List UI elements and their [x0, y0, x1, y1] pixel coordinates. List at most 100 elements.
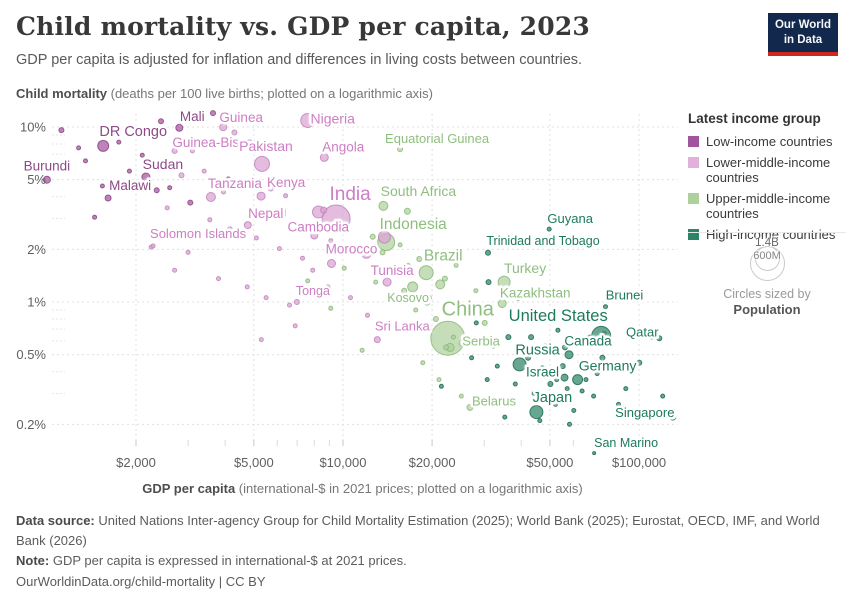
country-label-mali[interactable]: Mali	[178, 107, 206, 125]
data-point[interactable]	[185, 249, 191, 255]
data-point[interactable]	[518, 310, 525, 317]
data-point[interactable]	[427, 295, 432, 301]
data-point[interactable]	[225, 176, 231, 182]
data-point[interactable]	[172, 267, 178, 273]
data-point[interactable]	[473, 288, 479, 294]
data-point[interactable]	[458, 393, 464, 399]
data-point[interactable]	[591, 393, 597, 399]
data-point[interactable]	[328, 305, 334, 311]
data-point[interactable]	[450, 334, 456, 340]
data-point[interactable]	[403, 207, 411, 215]
data-point[interactable]	[540, 365, 545, 371]
data-point-kenya[interactable]	[256, 191, 266, 201]
data-point[interactable]	[469, 355, 475, 361]
country-label-kazakhstan[interactable]: Kazakhstan	[498, 284, 572, 302]
legend-item-2[interactable]: Upper-middle-income countries	[688, 191, 846, 221]
data-point[interactable]	[231, 129, 238, 136]
data-point[interactable]	[587, 334, 593, 340]
data-point[interactable]	[377, 230, 391, 244]
data-point[interactable]	[305, 278, 311, 284]
data-point-serbia[interactable]	[458, 339, 466, 347]
data-point[interactable]	[99, 183, 105, 189]
data-point[interactable]	[575, 341, 581, 348]
legend-item-3[interactable]: High-income countries	[688, 227, 846, 242]
data-point-south-africa[interactable]	[378, 200, 389, 211]
data-point-tanzania[interactable]	[205, 192, 216, 202]
data-point[interactable]	[515, 295, 521, 301]
data-point[interactable]	[559, 363, 566, 370]
data-point-brazil[interactable]	[418, 265, 434, 281]
data-point[interactable]	[226, 226, 233, 233]
country-label-cambodia[interactable]: Cambodia	[286, 218, 351, 236]
data-point[interactable]	[276, 246, 282, 252]
data-point[interactable]	[562, 344, 568, 351]
country-label-equatorial-guinea[interactable]: Equatorial Guinea	[384, 130, 492, 148]
data-point-kosovo[interactable]	[424, 299, 431, 306]
data-point-canada[interactable]	[564, 350, 574, 360]
data-point[interactable]	[494, 363, 500, 369]
data-point[interactable]	[207, 217, 213, 223]
data-point-trinidad-and-tobago[interactable]	[485, 249, 491, 256]
data-point[interactable]	[567, 310, 575, 318]
data-point-morocco[interactable]	[327, 259, 336, 268]
data-point[interactable]	[473, 320, 479, 326]
country-label-morocco[interactable]: Morocco	[324, 240, 379, 258]
country-label-tanzania[interactable]: Tanzania	[206, 175, 264, 193]
data-point[interactable]	[153, 187, 160, 194]
country-label-belarus[interactable]: Belarus	[470, 392, 518, 410]
data-point-cambodia[interactable]	[310, 231, 319, 240]
data-point[interactable]	[564, 386, 570, 392]
data-point[interactable]	[388, 270, 395, 277]
data-point[interactable]	[401, 287, 408, 294]
data-point[interactable]	[537, 418, 543, 424]
data-point[interactable]	[325, 284, 331, 290]
data-point[interactable]	[355, 244, 360, 250]
data-point[interactable]	[139, 152, 145, 158]
country-label-turkey[interactable]: Turkey	[502, 259, 547, 278]
data-point[interactable]	[316, 225, 322, 232]
data-point-russia[interactable]	[512, 357, 527, 372]
data-point[interactable]	[300, 255, 305, 261]
country-label-dr-congo[interactable]: DR Congo	[98, 122, 169, 141]
data-point-singapore[interactable]	[669, 413, 677, 421]
footer-link[interactable]: OurWorldinData.org/child-mortality | CC …	[16, 573, 266, 589]
data-point-china[interactable]	[430, 320, 466, 356]
data-point[interactable]	[360, 247, 372, 259]
country-label-russia[interactable]: Russia	[514, 341, 562, 360]
data-point-japan[interactable]	[529, 405, 544, 420]
data-point[interactable]	[221, 189, 226, 195]
data-point[interactable]	[178, 172, 185, 179]
data-point[interactable]	[463, 305, 469, 310]
country-label-nigeria[interactable]: Nigeria	[309, 109, 357, 128]
data-point[interactable]	[328, 238, 334, 244]
country-label-sudan[interactable]: Sudan	[141, 155, 184, 174]
data-point[interactable]	[542, 343, 548, 349]
data-point-equatorial-guinea[interactable]	[397, 146, 404, 153]
data-point[interactable]	[310, 267, 316, 273]
data-point-mali[interactable]	[175, 123, 184, 132]
country-label-japan[interactable]: Japan	[531, 389, 574, 408]
data-point[interactable]	[167, 185, 173, 191]
data-point[interactable]	[369, 233, 376, 240]
data-point-qatar[interactable]	[656, 335, 663, 342]
country-label-south-africa[interactable]: South Africa	[379, 181, 458, 200]
data-point[interactable]	[420, 360, 426, 366]
data-point[interactable]	[528, 334, 535, 341]
data-point[interactable]	[348, 295, 353, 301]
country-label-pakistan[interactable]: Pakistan	[238, 136, 295, 155]
country-label-indonesia[interactable]: Indonesia	[378, 215, 449, 235]
country-label-israel[interactable]: Israel	[524, 363, 560, 381]
data-point[interactable]	[436, 377, 442, 383]
data-point[interactable]	[623, 386, 629, 392]
data-point[interactable]	[365, 312, 370, 318]
data-point[interactable]	[92, 214, 98, 220]
data-point-germany[interactable]	[572, 374, 584, 386]
country-label-trinidad-and-tobago[interactable]: Trinidad and Tobago	[485, 232, 601, 249]
data-point[interactable]	[577, 359, 584, 366]
data-point-guinea-bissau[interactable]	[171, 147, 178, 154]
data-point[interactable]	[407, 281, 419, 293]
country-label-qatar[interactable]: Qatar	[625, 323, 661, 341]
data-point-tonga[interactable]	[293, 299, 300, 305]
data-point[interactable]	[242, 183, 249, 190]
data-point[interactable]	[58, 127, 65, 134]
